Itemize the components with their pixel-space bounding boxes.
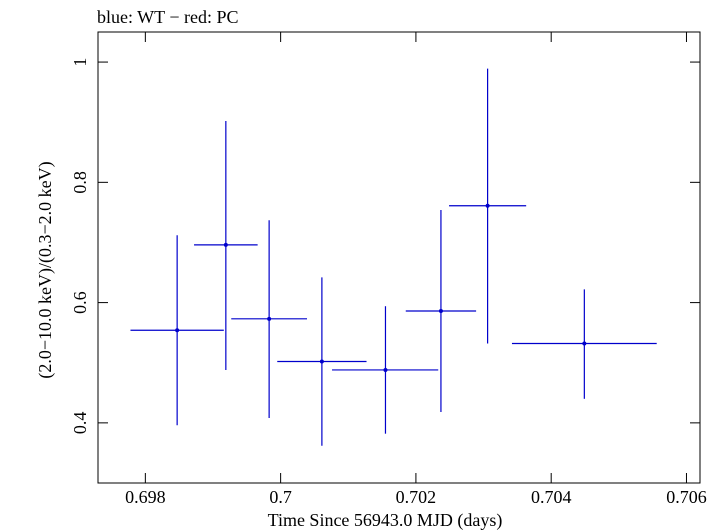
point-marker (383, 367, 388, 372)
data-point (130, 235, 224, 426)
chart-title: blue: WT − red: PC (97, 7, 238, 27)
point-marker (267, 316, 272, 321)
data-point (231, 220, 308, 419)
y-axis: 0.4 0.6 0.8 1 (70, 58, 700, 435)
y-axis-label: (2.0−10.0 keV)/(0.3−2.0 keV) (35, 161, 56, 378)
x-axis-label: Time Since 56943.0 MJD (days) (268, 510, 503, 531)
y-tick-label: 0.6 (70, 291, 90, 314)
x-tick-label: 0.7 (269, 487, 292, 507)
point-marker (223, 242, 228, 247)
data-point (511, 289, 657, 399)
y-tick-label: 1 (70, 58, 90, 67)
point-marker (319, 359, 324, 364)
x-tick-label: 0.698 (125, 487, 166, 507)
data-point (277, 277, 367, 446)
point-marker (438, 309, 443, 314)
plot-frame (97, 31, 701, 484)
x-axis: 0.698 0.7 0.702 0.704 0.706 (125, 32, 707, 507)
y-tick-label: 0.4 (70, 412, 90, 435)
x-tick-label: 0.706 (666, 487, 707, 507)
data-point (405, 209, 477, 413)
x-tick-label: 0.702 (396, 487, 437, 507)
point-marker (485, 203, 490, 208)
point-marker (175, 328, 180, 333)
y-tick-label: 0.8 (70, 171, 90, 194)
data-point (194, 120, 258, 370)
data-point (332, 306, 439, 434)
point-marker (582, 341, 587, 346)
data-point (449, 68, 527, 344)
x-tick-label: 0.704 (531, 487, 572, 507)
series-wt (130, 68, 657, 446)
